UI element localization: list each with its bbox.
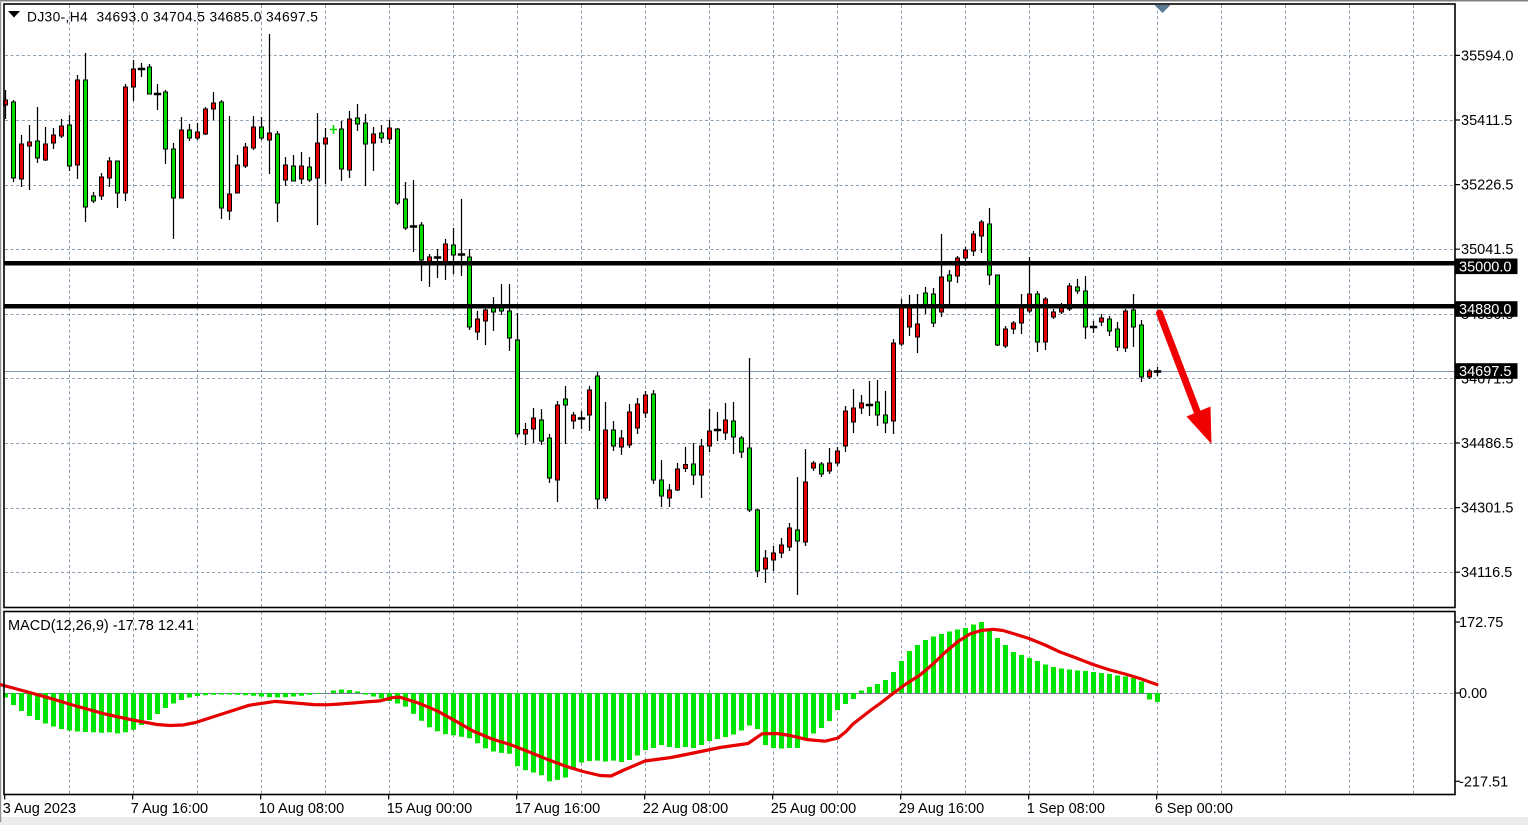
svg-text:0.00: 0.00 xyxy=(1459,686,1487,702)
svg-text:MACD(12,26,9) -17.78 12.41: MACD(12,26,9) -17.78 12.41 xyxy=(8,618,194,634)
svg-text:25 Aug 00:00: 25 Aug 00:00 xyxy=(771,801,856,817)
svg-text:3 Aug 2023: 3 Aug 2023 xyxy=(3,801,76,817)
svg-text:29 Aug 16:00: 29 Aug 16:00 xyxy=(899,801,984,817)
svg-text:34697.5: 34697.5 xyxy=(1459,364,1511,380)
svg-text:35041.5: 35041.5 xyxy=(1461,242,1513,258)
svg-text:17 Aug 16:00: 17 Aug 16:00 xyxy=(515,801,600,817)
svg-text:34486.5: 34486.5 xyxy=(1461,436,1513,452)
svg-text:7 Aug 16:00: 7 Aug 16:00 xyxy=(131,801,208,817)
svg-text:34116.5: 34116.5 xyxy=(1461,565,1512,581)
svg-text:35594.0: 35594.0 xyxy=(1461,48,1513,64)
svg-text:15 Aug 00:00: 15 Aug 00:00 xyxy=(387,801,472,817)
svg-text:DJ30-,H4 34693.0 34704.5 3468: DJ30-,H4 34693.0 34704.5 34685.0 34697.5 xyxy=(27,10,318,25)
svg-text:35226.5: 35226.5 xyxy=(1461,178,1513,194)
svg-text:34301.5: 34301.5 xyxy=(1461,501,1513,517)
svg-text:1 Sep 08:00: 1 Sep 08:00 xyxy=(1027,801,1105,817)
svg-text:34880.0: 34880.0 xyxy=(1459,302,1511,318)
svg-text:-217.51: -217.51 xyxy=(1459,774,1508,790)
svg-text:35000.0: 35000.0 xyxy=(1459,259,1511,275)
svg-text:172.75: 172.75 xyxy=(1459,615,1503,631)
svg-text:10 Aug 08:00: 10 Aug 08:00 xyxy=(259,801,344,817)
svg-text:35411.5: 35411.5 xyxy=(1461,113,1512,129)
svg-text:22 Aug 08:00: 22 Aug 08:00 xyxy=(643,801,728,817)
svg-text:6 Sep 00:00: 6 Sep 00:00 xyxy=(1155,801,1233,817)
